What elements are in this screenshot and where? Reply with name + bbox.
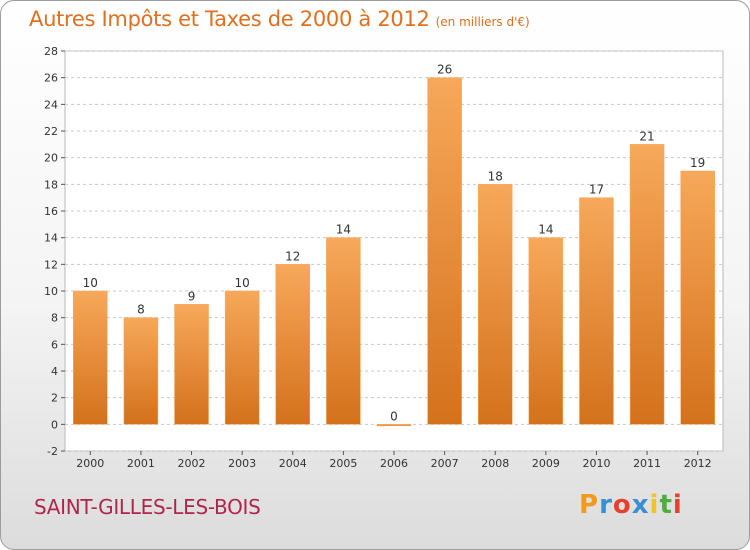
- y-tick-label: 0: [51, 418, 58, 431]
- bar-2009: [528, 237, 564, 425]
- logo-letter: x: [631, 490, 650, 520]
- x-tick-label-2005: 2005: [329, 457, 357, 470]
- data-label-2002: 9: [188, 289, 196, 303]
- bar-2004: [275, 264, 311, 425]
- bars: 10 8 9 10 12 14 0 26 18 14 17 21 19: [73, 63, 715, 427]
- x-tick-label-2011: 2011: [633, 457, 661, 470]
- y-tick-label: 4: [51, 365, 58, 378]
- proxiti-logo: Proxiti: [579, 490, 683, 520]
- x-tick-label-2007: 2007: [431, 457, 459, 470]
- y-tick-label: 10: [44, 285, 58, 298]
- x-tick-label-2002: 2002: [178, 457, 206, 470]
- chart-subtitle: (en milliers d'€): [435, 15, 530, 29]
- data-label-2004: 12: [285, 249, 300, 263]
- y-tick-label: 26: [44, 72, 58, 85]
- x-tick-label-2004: 2004: [279, 457, 307, 470]
- x-tick-label-2009: 2009: [532, 457, 560, 470]
- x-tick-label-2001: 2001: [127, 457, 155, 470]
- y-tick-label: 28: [44, 45, 58, 58]
- data-label-2008: 18: [488, 169, 503, 183]
- bar-2002: [174, 304, 209, 425]
- data-label-2012: 19: [690, 156, 705, 170]
- bar-2003: [224, 290, 260, 425]
- data-label-2007: 26: [437, 63, 452, 77]
- y-tick-label: 20: [44, 152, 58, 165]
- data-label-2010: 17: [589, 183, 604, 197]
- bar-2011: [629, 144, 665, 425]
- data-label-2001: 8: [137, 303, 145, 317]
- bar-2000: [73, 290, 108, 425]
- bar-2008: [477, 184, 513, 425]
- bar-2007: [427, 77, 462, 425]
- chart-title-text: Autres Impôts et Taxes de 2000 à 2012: [29, 7, 430, 31]
- bar-2010: [579, 197, 614, 425]
- y-tick-label: 8: [51, 312, 58, 325]
- x-tick-label-2012: 2012: [684, 457, 712, 470]
- logo-letter: i: [672, 490, 683, 520]
- y-tick-label: -2: [47, 445, 58, 458]
- y-tick-label: 14: [44, 232, 58, 245]
- logo-letter: o: [612, 490, 632, 520]
- y-tick-label: 24: [44, 98, 58, 111]
- x-axis: 2000 2001 2002 2003 2004 2005 2006 2007 2008 2009…: [76, 451, 712, 470]
- y-tick-label: 2: [51, 392, 58, 405]
- city-name: SAINT-GILLES-LES-BOIS: [34, 495, 261, 519]
- x-tick-label-2003: 2003: [228, 457, 256, 470]
- bar-2001: [123, 317, 159, 425]
- logo-letter: r: [599, 490, 613, 520]
- data-label-2006: 0: [390, 409, 398, 423]
- data-label-2009: 14: [538, 223, 553, 237]
- x-tick-label-2008: 2008: [481, 457, 509, 470]
- data-label-2000: 10: [83, 276, 98, 290]
- y-tick-label: 18: [44, 178, 58, 191]
- plot-area: [64, 50, 724, 452]
- bar-2005: [326, 237, 361, 425]
- x-tick-label-2000: 2000: [76, 457, 104, 470]
- logo-letter: i: [649, 490, 660, 520]
- x-tick-label-2006: 2006: [380, 457, 408, 470]
- y-tick-label: 12: [44, 258, 58, 271]
- y-tick-label: 22: [44, 125, 58, 138]
- bar-2006: [376, 424, 412, 427]
- logo-letter: t: [659, 490, 673, 520]
- chart-title: Autres Impôts et Taxes de 2000 à 2012 (en…: [29, 7, 530, 31]
- data-label-2005: 14: [336, 223, 351, 237]
- y-tick-label: 6: [51, 338, 58, 351]
- y-tick-label: 16: [44, 205, 58, 218]
- data-label-2011: 21: [639, 129, 654, 143]
- data-label-2003: 10: [235, 276, 250, 290]
- bar-2012: [680, 170, 715, 425]
- logo-letter: P: [579, 490, 600, 520]
- x-tick-label-2010: 2010: [582, 457, 610, 470]
